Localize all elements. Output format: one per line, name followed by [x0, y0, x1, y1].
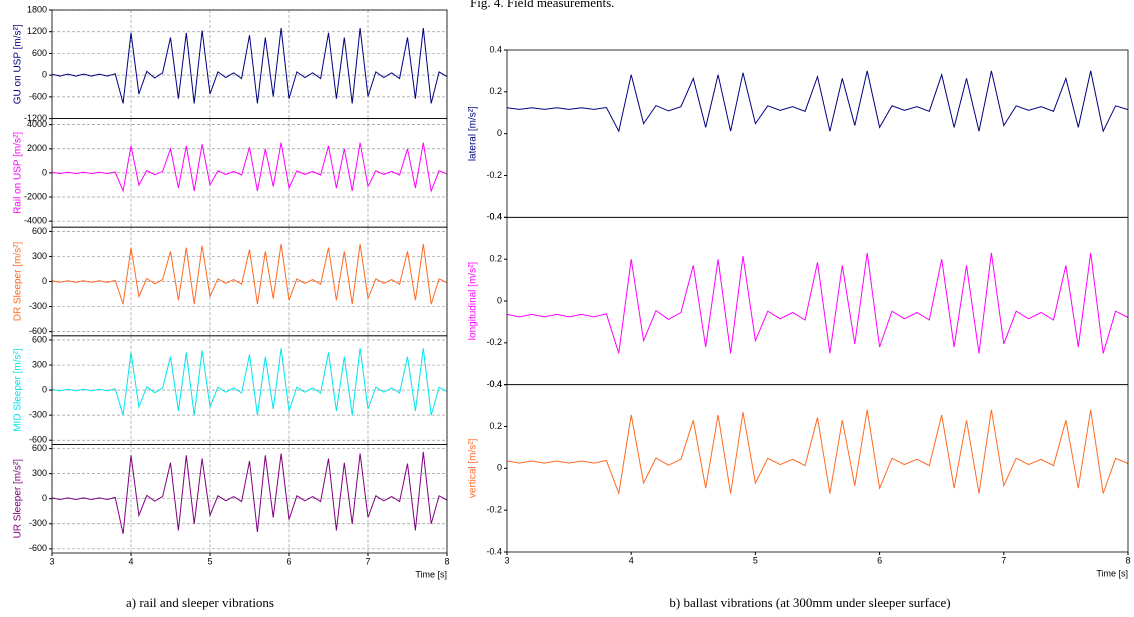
y-tick-label: -2000	[24, 191, 47, 201]
x-tick-label: 4	[128, 556, 133, 566]
y-tick-label: 0	[42, 384, 47, 394]
y-tick-label: 0.2	[489, 254, 502, 264]
y-tick-label: 600	[32, 226, 47, 236]
y-tick-label: 1800	[27, 4, 47, 14]
figure-header: Fig. 4. Field measurements.	[470, 0, 614, 10]
y-tick-label: -0.2	[486, 505, 502, 515]
x-tick-label: 8	[1125, 555, 1130, 565]
signal-line	[51, 243, 448, 305]
x-tick-label: 6	[877, 555, 882, 565]
y-axis-label: vertical [m/s²]	[468, 438, 479, 498]
y-tick-label: 0	[42, 167, 47, 177]
y-tick-label: 4000	[27, 119, 47, 129]
y-tick-label: -0.2	[486, 337, 502, 347]
signal-line	[51, 451, 448, 534]
x-tick-label: 7	[1001, 555, 1006, 565]
signal-line	[506, 70, 1129, 133]
y-tick-label: 300	[32, 468, 47, 478]
y-tick-label: -600	[29, 435, 47, 445]
x-axis-label: Time [s]	[415, 569, 447, 579]
y-tick-label: -0.2	[486, 170, 502, 180]
y-tick-label: 0.4	[489, 212, 502, 222]
y-tick-label: 300	[32, 359, 47, 369]
y-tick-label: -300	[29, 410, 47, 420]
panel-frame	[51, 443, 448, 554]
y-axis-label: Rail on USP [m/s²]	[13, 132, 24, 214]
x-tick-label: 5	[207, 556, 212, 566]
y-tick-label: 1200	[27, 26, 47, 36]
y-tick-label: 0	[497, 463, 502, 473]
y-tick-label: 0.4	[489, 44, 502, 54]
y-tick-label: 0	[42, 276, 47, 286]
y-tick-label: 0	[42, 493, 47, 503]
y-tick-label: 0.2	[489, 86, 502, 96]
y-tick-label: -300	[29, 301, 47, 311]
caption: a) rail and sleeper vibrations	[126, 595, 274, 610]
x-tick-label: 6	[286, 556, 291, 566]
y-axis-label: GU on USP [m/s²]	[13, 24, 24, 104]
y-axis-label: lateral [m/s²]	[468, 106, 479, 161]
x-tick-label: 5	[753, 555, 758, 565]
y-tick-label: 0	[497, 128, 502, 138]
x-axis-label: Time [s]	[1096, 568, 1128, 578]
signal-line	[51, 142, 448, 193]
y-axis-label: longitudinal [m/s²]	[468, 262, 479, 341]
panel-frame	[506, 216, 1129, 386]
y-tick-label: -600	[29, 326, 47, 336]
signal-line	[506, 252, 1129, 354]
y-tick-label: 0	[42, 70, 47, 80]
panel-frame	[51, 9, 448, 119]
y-tick-label: -4000	[24, 216, 47, 226]
y-tick-label: -1200	[24, 113, 47, 123]
y-tick-label: -0.4	[486, 379, 502, 389]
x-tick-label: 8	[444, 556, 449, 566]
panel-frame	[506, 49, 1129, 218]
x-tick-label: 3	[504, 555, 509, 565]
y-tick-label: -300	[29, 518, 47, 528]
y-tick-label: 2000	[27, 143, 47, 153]
y-axis-label: DR Sleeper [m/s²]	[13, 242, 24, 322]
x-tick-label: 4	[629, 555, 634, 565]
y-tick-label: 600	[32, 48, 47, 58]
y-tick-label: 600	[32, 443, 47, 453]
y-tick-label: -0.4	[486, 212, 502, 222]
y-tick-label: 600	[32, 334, 47, 344]
y-tick-label: 0	[497, 295, 502, 305]
x-tick-label: 3	[49, 556, 54, 566]
caption: b) ballast vibrations (at 300mm under sl…	[669, 595, 950, 610]
y-axis-label: UR Sleeper [m/s²]	[13, 459, 24, 539]
y-tick-label: 300	[32, 251, 47, 261]
signal-line	[51, 28, 448, 104]
signal-line	[506, 409, 1129, 496]
x-tick-label: 7	[365, 556, 370, 566]
y-tick-label: 0.2	[489, 421, 502, 431]
signal-line	[51, 348, 448, 416]
panel-frame	[506, 384, 1129, 553]
y-axis-label: MID Sleeper [m/s²]	[13, 348, 24, 432]
y-tick-label: -600	[29, 543, 47, 553]
y-tick-label: 0.4	[489, 379, 502, 389]
y-tick-label: -600	[29, 91, 47, 101]
y-tick-label: -0.4	[486, 546, 502, 556]
